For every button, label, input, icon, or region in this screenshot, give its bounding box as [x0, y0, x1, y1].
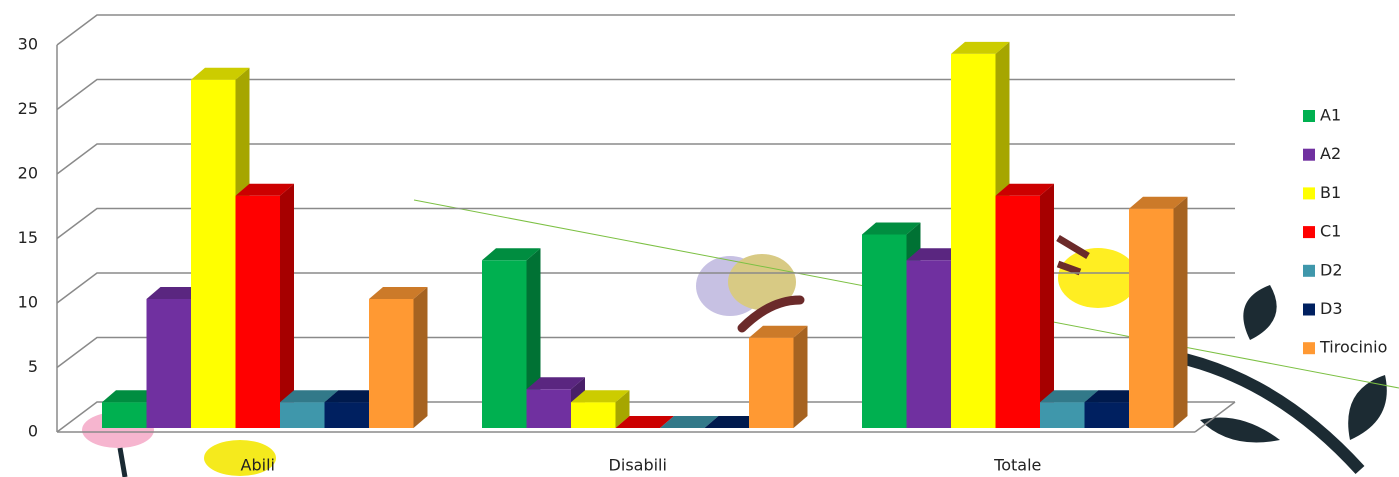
bar-side [280, 183, 294, 428]
y-tick-label: 30 [18, 35, 38, 54]
bar-top [324, 390, 383, 403]
legend-swatch [1303, 148, 1315, 161]
bar-top [280, 390, 339, 403]
bar [324, 402, 369, 428]
x-tick-label: Disabili [609, 456, 667, 475]
bar-top [146, 287, 205, 299]
y-tick-label: 0 [28, 422, 38, 441]
bar [526, 389, 571, 428]
bar [146, 299, 191, 428]
bar [749, 337, 794, 428]
grid-line [56, 272, 1235, 304]
legend-label: C1 [1320, 222, 1341, 241]
grid-line [56, 14, 1235, 46]
y-tick-label: 5 [28, 357, 38, 376]
y-tick-label: 15 [18, 228, 38, 247]
legend-label: Tirocinio [1319, 338, 1387, 357]
legend-swatch [1303, 264, 1315, 277]
bar-top [369, 287, 428, 299]
legend-swatch [1303, 226, 1315, 239]
bar [995, 195, 1040, 428]
bar [280, 402, 325, 428]
bar-top [102, 390, 161, 403]
bar-top [1129, 196, 1188, 209]
grid-line [56, 78, 1235, 111]
bar-top [482, 248, 541, 261]
y-tick-label: 25 [18, 99, 38, 118]
bar [369, 299, 414, 428]
bar-top [951, 41, 1010, 54]
bar-side [1040, 183, 1054, 428]
bar-top [906, 248, 965, 261]
y-tick-label: 10 [18, 293, 38, 312]
legend-swatch [1303, 342, 1315, 355]
bar-top [235, 183, 294, 196]
bar-side [793, 325, 808, 428]
bar-top [660, 416, 719, 428]
bar-top [862, 222, 921, 235]
bar-top [615, 416, 674, 428]
bar [906, 260, 951, 428]
bar-top [1040, 390, 1099, 403]
legend-swatch [1303, 303, 1315, 316]
bar-top [1084, 390, 1143, 403]
grid-line [56, 207, 1235, 240]
grid-line [56, 336, 1235, 369]
legend-label: D3 [1320, 299, 1343, 318]
bar [1129, 208, 1174, 428]
bar [1084, 402, 1129, 428]
legend-swatch [1303, 187, 1315, 200]
bar-top [749, 325, 808, 338]
bar [862, 234, 907, 428]
bar [482, 260, 527, 428]
legend-label: D2 [1320, 260, 1343, 279]
grid-line [56, 143, 1235, 175]
legend-label: A1 [1320, 106, 1341, 125]
x-tick-label: Totale [993, 456, 1041, 475]
bar-side [1173, 196, 1188, 428]
y-tick-label: 20 [18, 164, 38, 183]
legend-label: A2 [1320, 144, 1341, 163]
bar-side [413, 287, 428, 428]
axis-line [1194, 401, 1236, 433]
legend-swatch [1303, 110, 1315, 122]
bar-top [571, 390, 630, 403]
bar [1040, 402, 1085, 428]
bar [951, 53, 996, 429]
bar-top [704, 416, 763, 428]
bar [191, 79, 236, 428]
x-tick-label: Abili [241, 456, 275, 475]
bar-top [995, 183, 1054, 196]
bar-top [191, 67, 250, 80]
bar [102, 402, 147, 428]
bar [235, 195, 280, 428]
grid-line [56, 401, 1235, 433]
bar [571, 402, 616, 428]
bar-side [615, 390, 630, 428]
bar-top [526, 377, 585, 390]
legend-label: B1 [1320, 183, 1341, 202]
